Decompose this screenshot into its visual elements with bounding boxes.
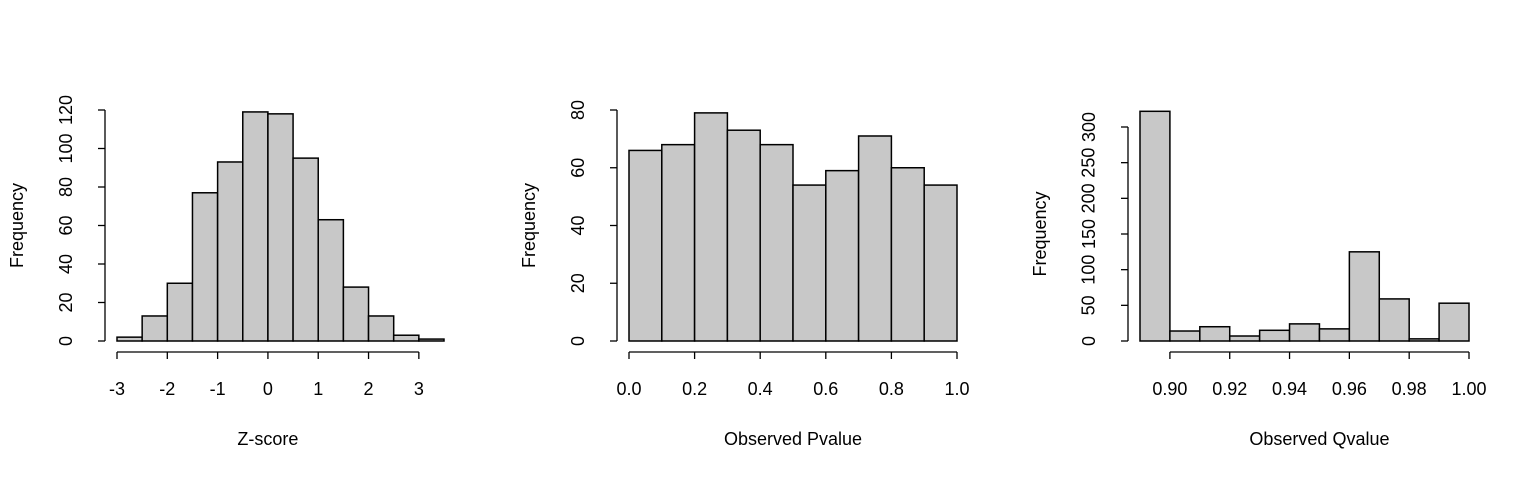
bar — [242, 111, 269, 342]
x-tick-label: 0.0 — [616, 379, 641, 399]
x-tick-label: 0.98 — [1392, 379, 1427, 399]
y-tick-label: 40 — [568, 215, 588, 235]
bar — [1199, 325, 1231, 342]
x-tick-label: 0.96 — [1332, 379, 1367, 399]
bar — [923, 184, 958, 342]
x-tick-label: 0.6 — [813, 379, 838, 399]
bar — [1378, 298, 1410, 342]
bar — [857, 135, 893, 342]
bar — [759, 143, 794, 342]
x-axis-title: Observed Qvalue — [1249, 429, 1389, 449]
y-tick-label: 60 — [568, 158, 588, 178]
bar — [191, 192, 219, 342]
y-tick-label: 200 — [1079, 183, 1099, 213]
x-tick-label: 1.00 — [1451, 379, 1486, 399]
bar — [392, 334, 420, 342]
y-tick-label: 100 — [56, 133, 76, 163]
y-tick-label: 0 — [1079, 336, 1099, 346]
bar — [1288, 323, 1321, 342]
x-tick-label: -1 — [210, 379, 226, 399]
y-tick-label: 80 — [56, 177, 76, 197]
y-axis-title: Frequency — [7, 183, 27, 268]
bar — [693, 112, 729, 342]
x-tick-label: 0.2 — [682, 379, 707, 399]
bar — [342, 286, 370, 342]
x-tick-label: 1 — [313, 379, 323, 399]
bar — [825, 169, 860, 342]
y-tick-label: 250 — [1079, 148, 1099, 178]
x-tick-label: 0.4 — [748, 379, 773, 399]
x-tick-label: 0 — [263, 379, 273, 399]
y-tick-label: 80 — [568, 100, 588, 120]
bar — [1438, 302, 1470, 342]
bar — [418, 338, 445, 342]
y-tick-label: 20 — [568, 273, 588, 293]
x-tick-label: 2 — [364, 379, 374, 399]
bar — [141, 315, 169, 342]
bar — [1348, 251, 1381, 342]
bar — [1139, 110, 1171, 342]
y-tick-label: 50 — [1079, 295, 1099, 315]
y-tick-label: 300 — [1079, 112, 1099, 142]
bar — [1258, 329, 1291, 342]
y-tick-label: 60 — [56, 215, 76, 235]
bar — [628, 149, 663, 342]
x-tick-label: 0.90 — [1152, 379, 1187, 399]
x-tick-label: 0.94 — [1272, 379, 1307, 399]
bar — [661, 143, 696, 342]
bar — [792, 184, 827, 342]
x-tick-label: 1.0 — [944, 379, 969, 399]
bar — [166, 282, 194, 342]
y-tick-label: 0 — [56, 336, 76, 346]
y-axis-title: Frequency — [519, 183, 539, 268]
bar — [317, 218, 345, 342]
bar — [267, 113, 294, 342]
x-tick-label: -2 — [159, 379, 175, 399]
bar — [890, 167, 925, 342]
y-tick-label: 40 — [56, 254, 76, 274]
bar — [367, 315, 395, 342]
bar — [726, 129, 761, 342]
bar — [1318, 328, 1351, 342]
bar — [1408, 338, 1440, 342]
x-tick-label: 3 — [414, 379, 424, 399]
bar — [1228, 335, 1261, 342]
x-tick-label: 0.8 — [879, 379, 904, 399]
y-tick-label: 150 — [1079, 219, 1099, 249]
bar — [216, 161, 244, 342]
bar — [116, 336, 143, 342]
y-axis-title: Frequency — [1030, 191, 1050, 276]
y-tick-label: 0 — [568, 336, 588, 346]
y-tick-label: 20 — [56, 292, 76, 312]
x-tick-label: -3 — [109, 379, 125, 399]
y-tick-label: 120 — [56, 95, 76, 125]
x-tick-label: 0.92 — [1212, 379, 1247, 399]
x-axis-title: Observed Pvalue — [724, 429, 862, 449]
y-tick-label: 100 — [1079, 255, 1099, 285]
bar — [1169, 330, 1201, 342]
bar — [292, 157, 319, 342]
x-axis-title: Z-score — [237, 429, 298, 449]
